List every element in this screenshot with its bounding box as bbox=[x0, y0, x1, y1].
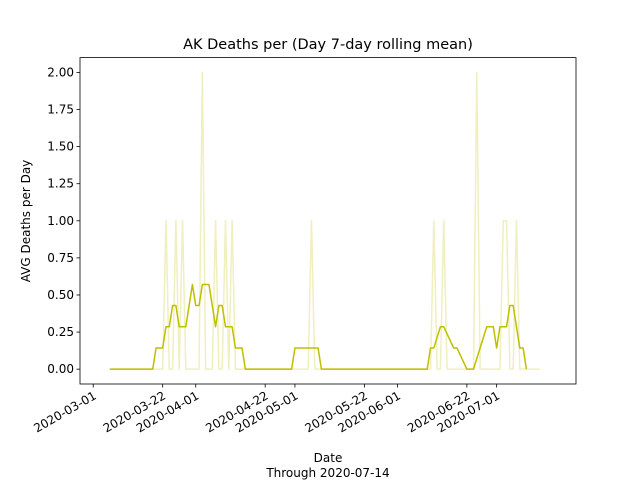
y-tick-label: 1.75 bbox=[47, 103, 74, 117]
y-tick-label: 0.25 bbox=[47, 325, 74, 339]
chart-title: AK Deaths per (Day 7-day rolling mean) bbox=[183, 37, 473, 53]
y-tick-label: 1.50 bbox=[47, 140, 74, 154]
x-tick-label: 2020-03-01 bbox=[31, 388, 98, 435]
y-axis: 0.00 0.25 0.50 0.75 1.00 1.25 1.50 1.75 2.00 bbox=[47, 65, 80, 376]
series-line-daily bbox=[109, 71, 540, 370]
y-tick-label: 0.00 bbox=[47, 362, 74, 376]
series-line-rolling-mean bbox=[109, 283, 528, 370]
y-axis-label: AVG Deaths per Day bbox=[19, 160, 33, 283]
y-tick-label: 0.75 bbox=[47, 251, 74, 265]
plot-area bbox=[80, 57, 576, 384]
series-layer bbox=[109, 71, 540, 370]
y-tick-label: 2.00 bbox=[47, 65, 74, 79]
y-tick-label: 1.00 bbox=[47, 214, 74, 228]
x-axis-sublabel: Through 2020-07-14 bbox=[265, 466, 389, 480]
y-tick-label: 1.25 bbox=[47, 177, 74, 191]
x-axis-label: Date bbox=[314, 451, 343, 465]
plot-frame bbox=[79, 57, 577, 385]
y-tick-label: 0.50 bbox=[47, 288, 74, 302]
